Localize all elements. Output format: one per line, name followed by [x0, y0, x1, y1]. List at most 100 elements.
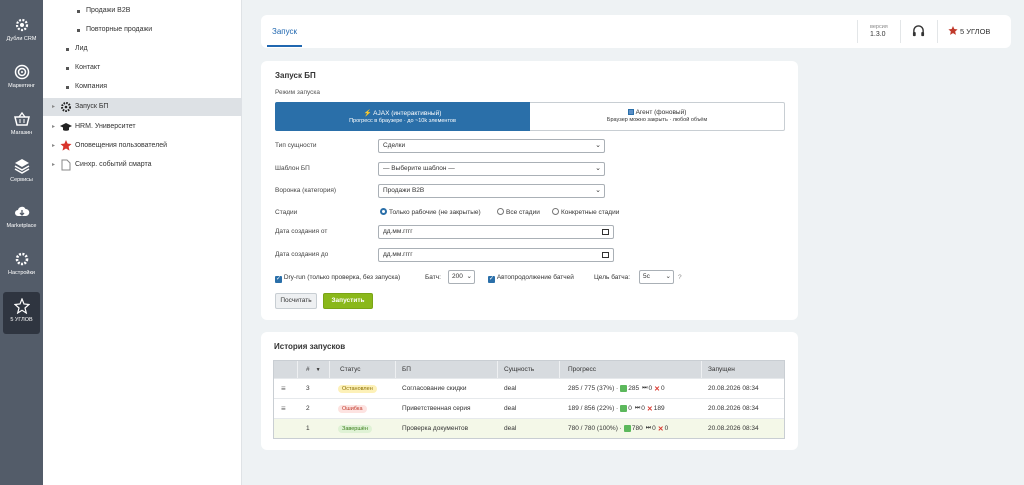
entity-type-select[interactable]: Сделки ⌄: [378, 139, 605, 153]
tree-item-bp-launch[interactable]: ▸ Запуск БП: [43, 98, 242, 116]
sort-desc-icon: ▼: [315, 366, 321, 373]
error-icon: ✕: [654, 385, 660, 393]
tree-item-repeat-sales[interactable]: Повторные продажи: [43, 21, 242, 39]
bullet-icon: [77, 10, 80, 13]
date-to-input[interactable]: дд.мм.гггг: [378, 248, 614, 262]
error-icon: ✕: [657, 425, 664, 433]
tree-item-lead[interactable]: Лид: [43, 40, 242, 58]
batch-target-select[interactable]: 5с ⌄: [639, 270, 674, 284]
calendar-icon[interactable]: [602, 229, 609, 235]
stage-radio-specific[interactable]: Конкретные стадии: [552, 208, 619, 216]
rail-item-marketing[interactable]: Маркетинг: [0, 64, 43, 89]
autocontinue-label: Автопродолжение батчей: [496, 274, 574, 281]
row-bp: Согласование скидки: [402, 385, 467, 392]
row-num: 2: [306, 405, 310, 412]
row-menu-icon[interactable]: ≡: [281, 384, 286, 393]
row-started: 20.08.2026 08:34: [708, 425, 759, 432]
row-menu-icon[interactable]: ≡: [281, 404, 286, 413]
version-label: версия: [870, 24, 888, 30]
col-progress[interactable]: Прогресс: [560, 361, 702, 378]
chevron-down-icon: ⌄: [595, 187, 601, 194]
rail-item-marketplace[interactable]: Marketplace: [0, 204, 43, 229]
funnel-select[interactable]: Продажи B2B ⌄: [378, 184, 605, 198]
tree-item-label: HRM. Университет: [75, 123, 136, 130]
row-entity: deal: [504, 385, 517, 392]
batch-label: Батч:: [425, 274, 441, 281]
tree-item-company[interactable]: Компания: [43, 78, 242, 96]
checkbox-checked-icon: ✓: [488, 276, 495, 283]
rail-item-settings[interactable]: Настройки: [0, 251, 43, 276]
tree-item-label: Запуск БП: [75, 103, 109, 110]
date-to-label: Дата создания до: [275, 251, 329, 258]
gear-icon: [15, 18, 28, 32]
tree-item-label: Продажи B2B: [86, 7, 131, 14]
col-bp[interactable]: БП: [396, 361, 498, 378]
table-row[interactable]: ≡ 3 Остановлен Согласование скидки deal …: [274, 378, 784, 398]
dryrun-label: Dry-run (только проверка, без запуска): [283, 274, 401, 281]
stage-radio-all[interactable]: Все стадии: [497, 208, 540, 216]
success-icon: [620, 405, 628, 412]
status-badge: Завершён: [338, 424, 372, 433]
autocontinue-checkbox[interactable]: ✓ Автопродолжение батчей: [488, 274, 574, 283]
left-rail: Дубли CRM Маркетинг Магазин Сервисы Mark…: [0, 0, 43, 485]
status-cell: Завершён: [338, 419, 372, 438]
count-button[interactable]: Посчитать: [275, 293, 317, 309]
batch-select[interactable]: 200 ⌄: [448, 270, 475, 284]
date-placeholder: дд.мм.гггг: [383, 251, 413, 258]
document-icon: [61, 159, 71, 171]
col-num[interactable]: # ▼: [298, 361, 330, 378]
rail-item-crm-duplicates[interactable]: Дубли CRM: [0, 17, 43, 42]
tree-item-hrm-university[interactable]: ▸ HRM. Университет: [43, 118, 242, 136]
rail-item-shop[interactable]: Магазин: [0, 111, 43, 136]
tree-item-user-notifications[interactable]: ▸ Оповещения пользователей: [43, 137, 242, 155]
dryrun-checkbox[interactable]: ✓ Dry-run (только проверка, без запуска): [275, 274, 400, 283]
col-started[interactable]: Запущен: [708, 366, 735, 373]
expand-arrow-icon[interactable]: ▸: [52, 143, 56, 149]
star-icon: [13, 298, 30, 314]
radio-dot: [380, 208, 387, 215]
status-cell: Ошибка: [338, 399, 367, 418]
run-button[interactable]: Запустить: [323, 293, 373, 309]
template-select[interactable]: — Выберите шаблон — ⌄: [378, 162, 605, 176]
batch-target-label: Цель батча:: [594, 274, 631, 281]
cloud-download-icon: [14, 206, 29, 216]
rail-item-services[interactable]: Сервисы: [0, 158, 43, 183]
mode-ajax-button[interactable]: ⚡ AJAX (интерактивный) Прогресс в браузе…: [275, 102, 530, 131]
radio-label: Конкретные стадии: [561, 209, 620, 216]
col-entity[interactable]: Сущность: [498, 361, 560, 378]
stage-radio-working[interactable]: Только рабочие (не закрытые): [380, 208, 481, 216]
skip-count: 0: [641, 405, 645, 412]
tree-item-b2b-sales[interactable]: Продажи B2B: [43, 2, 242, 20]
tab-active-underline: [267, 45, 302, 47]
divider: [937, 20, 938, 43]
error-count: 0: [661, 385, 665, 392]
date-from-input[interactable]: дд.мм.гггг: [378, 225, 614, 239]
success-icon: [623, 425, 631, 432]
headset-icon[interactable]: [912, 25, 925, 38]
col-status[interactable]: Статус: [330, 361, 396, 378]
tree-item-smart-sync[interactable]: ▸ Синхр. событий смарта: [43, 156, 242, 174]
mode-agent-button[interactable]: Агент (фоновый) Браузер можно закрыть · …: [530, 102, 785, 131]
progress-text: 285 / 775 (37%) ·: [568, 385, 619, 392]
tree-item-contact[interactable]: Контакт: [43, 59, 242, 77]
progress-text: 189 / 856 (22%) ·: [568, 405, 619, 412]
table-row[interactable]: 1 Завершён Проверка документов deal 780 …: [274, 418, 784, 438]
ok-count: 285: [628, 385, 640, 392]
entity-type-value: Сделки: [383, 142, 406, 149]
status-cell: Остановлен: [338, 379, 377, 398]
rail-label: Маркетинг: [8, 83, 35, 89]
rail-label: Дубли CRM: [6, 36, 37, 42]
row-progress: 189 / 856 (22%) · 0 ⏭ 0 ✕ 189: [568, 399, 665, 418]
expand-arrow-icon[interactable]: ▸: [52, 124, 56, 130]
batch-target-value: 5с: [643, 273, 650, 280]
help-icon[interactable]: ?: [678, 274, 682, 281]
expand-arrow-icon[interactable]: ▸: [52, 162, 56, 168]
calendar-icon[interactable]: [602, 252, 609, 258]
tab-launch[interactable]: Запуск: [272, 27, 298, 36]
rail-label: 5 УГЛОВ: [10, 317, 33, 323]
divider: [857, 20, 858, 43]
history-table: # ▼ Статус БП Сущность Прогресс Запущен ≡…: [273, 360, 785, 439]
table-row[interactable]: ≡ 2 Ошибка Приветственная серия deal 189…: [274, 398, 784, 418]
expand-arrow-icon[interactable]: ▸: [52, 104, 56, 110]
rail-item-5-corners[interactable]: 5 УГЛОВ: [3, 292, 40, 334]
